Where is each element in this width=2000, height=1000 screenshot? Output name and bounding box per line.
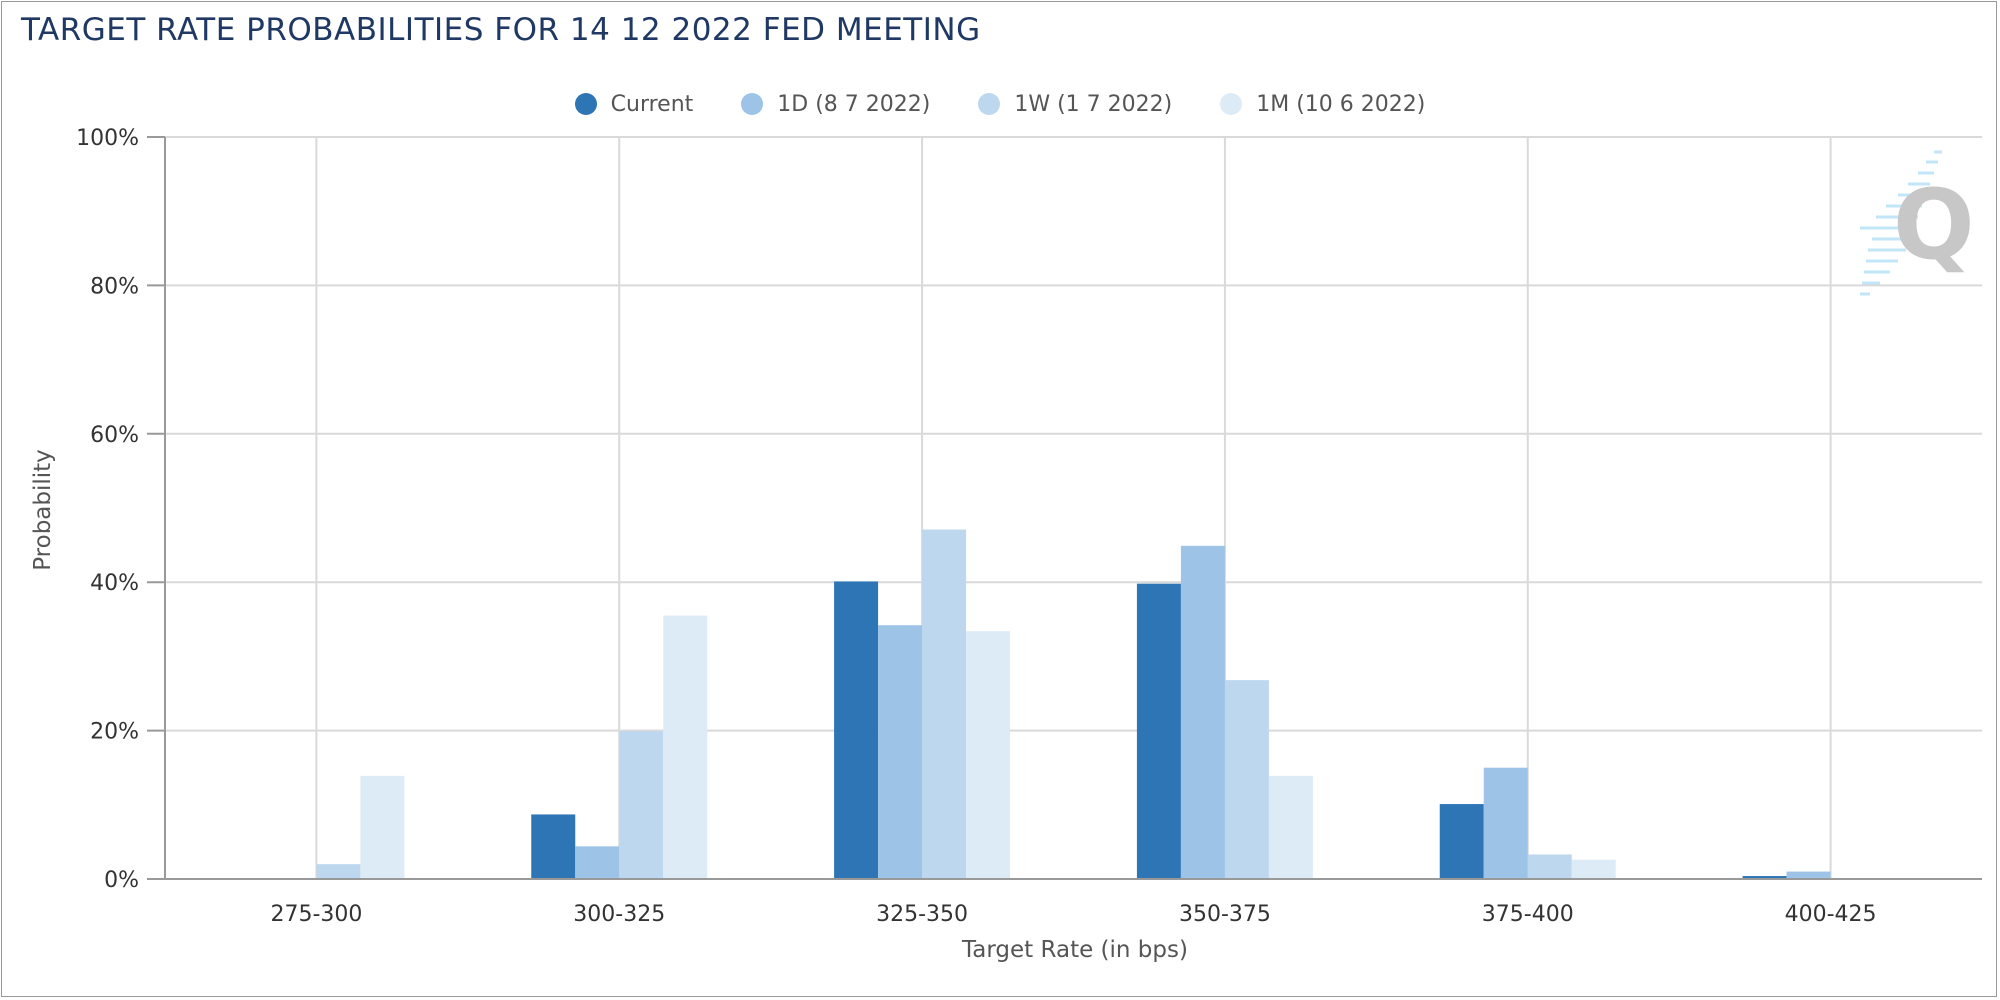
bar bbox=[1439, 804, 1484, 879]
x-tick-label: 275-300 bbox=[270, 902, 362, 927]
legend-item-current[interactable]: Current bbox=[574, 91, 694, 117]
x-axis-label: Target Rate (in bps) bbox=[961, 937, 1188, 963]
bar bbox=[834, 581, 879, 879]
y-tick-label: 80% bbox=[90, 274, 139, 299]
bar bbox=[531, 814, 576, 879]
bar bbox=[922, 529, 967, 879]
bar bbox=[663, 615, 708, 879]
bar bbox=[1786, 871, 1831, 879]
bar bbox=[1483, 767, 1528, 879]
x-tick-label: 350-375 bbox=[1179, 902, 1271, 927]
x-tick-label: 300-325 bbox=[573, 902, 665, 927]
bar bbox=[1527, 854, 1572, 879]
legend-swatch-1d bbox=[741, 93, 764, 115]
y-tick-label: 20% bbox=[90, 720, 139, 745]
legend-label-current: Current bbox=[610, 91, 694, 117]
legend-item-1d[interactable]: 1D (8 7 2022) bbox=[741, 92, 930, 117]
bar bbox=[316, 864, 361, 879]
bar bbox=[1224, 680, 1269, 879]
bars bbox=[316, 529, 1831, 879]
y-axis-label: Probability bbox=[30, 449, 56, 571]
legend-swatch-1m bbox=[1220, 93, 1243, 115]
axes bbox=[147, 136, 1982, 880]
y-tick-label: 100% bbox=[76, 126, 139, 151]
bar bbox=[575, 846, 620, 879]
bar bbox=[1742, 876, 1787, 879]
bar bbox=[1180, 545, 1225, 879]
bar bbox=[1571, 859, 1616, 879]
bar bbox=[1268, 775, 1313, 879]
grid-lines bbox=[165, 136, 1982, 879]
legend: Current 1D (8 7 2022) 1W (1 7 2022) 1M (… bbox=[0, 84, 2000, 124]
bar bbox=[360, 775, 405, 879]
chart-title: TARGET RATE PROBABILITIES FOR 14 12 2022… bbox=[21, 12, 981, 48]
bar bbox=[878, 625, 923, 879]
legend-item-1w[interactable]: 1W (1 7 2022) bbox=[978, 92, 1172, 117]
legend-item-1m[interactable]: 1M (10 6 2022) bbox=[1220, 92, 1425, 117]
legend-label-1m: 1M (10 6 2022) bbox=[1256, 91, 1426, 117]
legend-label-1d: 1D (8 7 2022) bbox=[777, 91, 931, 117]
svg-text:Q: Q bbox=[1893, 169, 1975, 281]
x-tick-label: 375-400 bbox=[1482, 902, 1574, 927]
axis-labels: 0% 20% 40% 60% 80% 100% 275-300 300-325 325-350 3… bbox=[76, 126, 1876, 927]
x-tick-label: 325-350 bbox=[876, 902, 968, 927]
legend-swatch-current bbox=[574, 93, 597, 115]
bar bbox=[966, 631, 1011, 879]
watermark-logo-icon: Q bbox=[1860, 150, 1975, 296]
y-tick-label: 40% bbox=[90, 571, 139, 596]
legend-label-1w: 1W (1 7 2022) bbox=[1014, 91, 1173, 117]
y-tick-label: 60% bbox=[90, 423, 139, 448]
bar bbox=[1136, 583, 1181, 879]
x-tick-label: 400-425 bbox=[1785, 902, 1877, 927]
bar bbox=[619, 731, 664, 879]
y-tick-label: 0% bbox=[104, 868, 139, 893]
legend-swatch-1w bbox=[978, 93, 1001, 115]
